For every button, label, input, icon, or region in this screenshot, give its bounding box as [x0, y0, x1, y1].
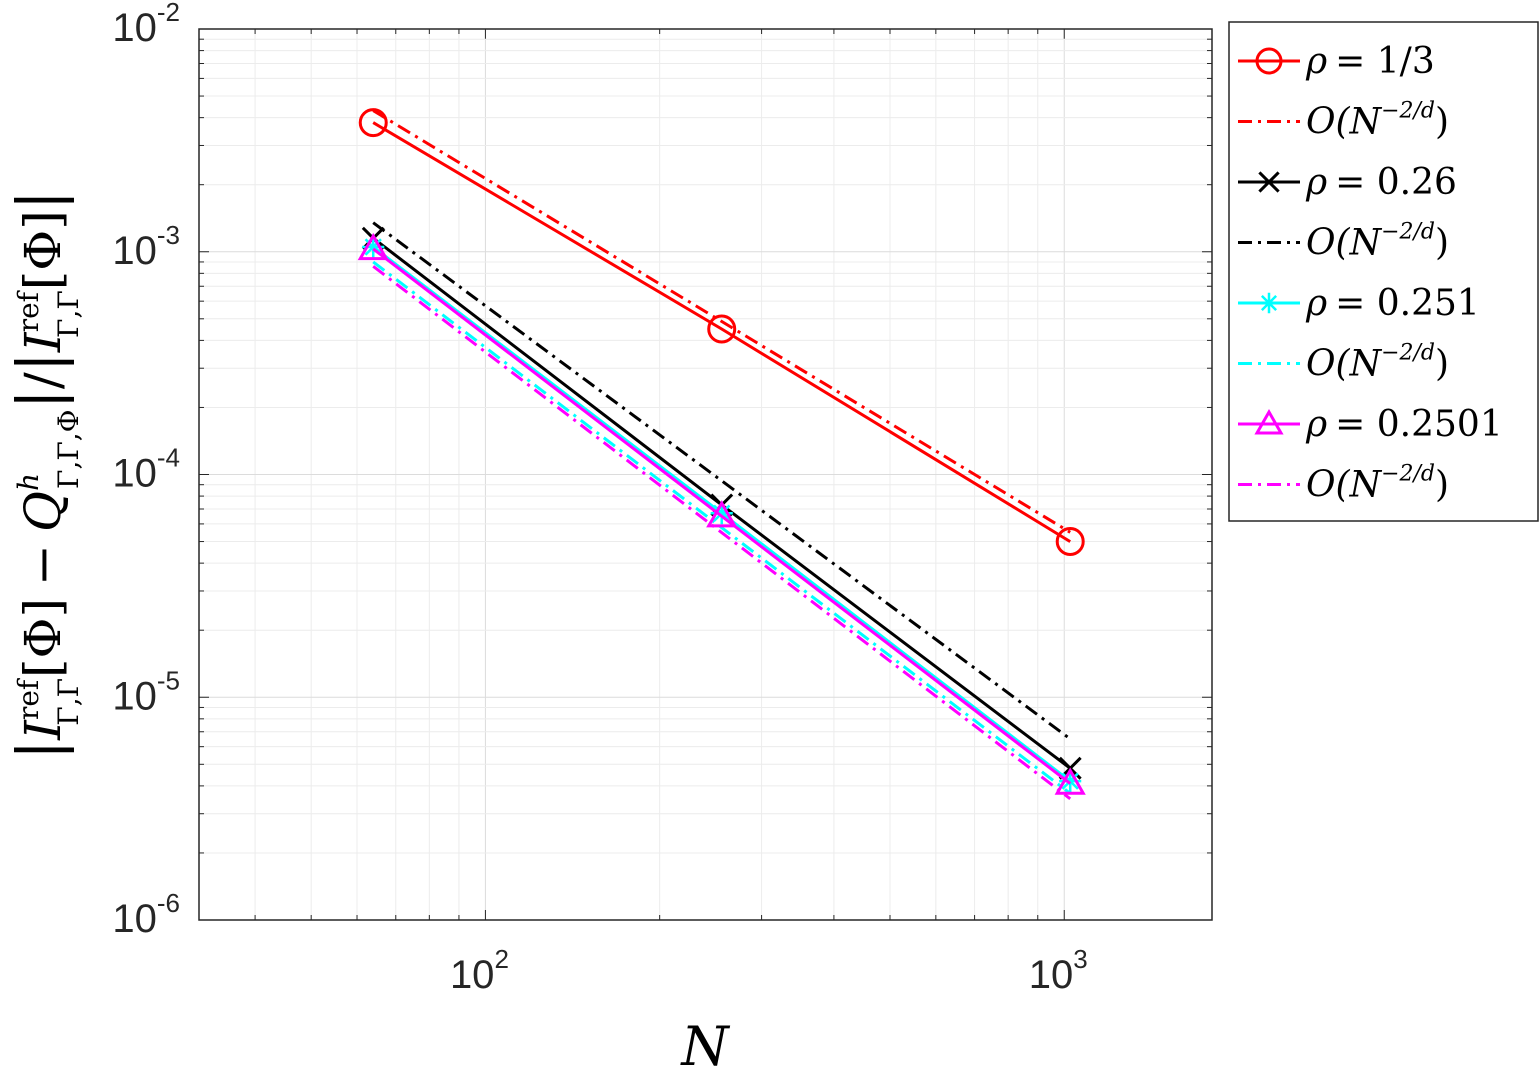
- legend-label: ρ = 1/3: [1305, 41, 1435, 82]
- legend-label: O(N−2/d): [1306, 462, 1449, 506]
- legend-label: ρ = 0.26: [1305, 162, 1457, 203]
- tick-labels: 102 103 10-2 10-3 10-4 10-5 10-6: [112, 0, 1087, 997]
- legend-label: ρ = 0.251: [1305, 283, 1480, 324]
- legend-label: O(N−2/d): [1306, 99, 1449, 143]
- plot-area-frame: [198, 28, 1213, 921]
- marker-circle: [1255, 47, 1283, 75]
- marker-triangle: [1054, 767, 1086, 795]
- marker-x: [1258, 171, 1280, 193]
- series-1: [372, 109, 1071, 534]
- marker-asterisk: [1059, 770, 1082, 793]
- series-line: [372, 221, 1072, 741]
- legend-entry: O(N−2/d): [1238, 99, 1449, 143]
- legend-label: O(N−2/d): [1306, 220, 1449, 264]
- marker-circle: [707, 314, 737, 344]
- series-6: [357, 232, 1086, 795]
- series-3: [372, 221, 1072, 741]
- legend: ρ = 1/3 O(N−2/d) ρ = 0.26 O(N−2/d) ρ = 0.251 O(N…: [1228, 21, 1539, 522]
- legend-box: [1228, 21, 1539, 522]
- legend-entry: ρ = 0.26: [1238, 162, 1457, 203]
- x-tick-label: 103: [1029, 944, 1088, 997]
- legend-entry: ρ = 1/3: [1238, 41, 1435, 82]
- marker-asterisk: [1258, 292, 1280, 314]
- series-line: [372, 121, 1071, 543]
- y-axis-label: |Iref Γ,Γ[Φ]−Qh Γ,Γ,Φ|/|Iref Γ,Γ[Φ]|: [5, 190, 85, 760]
- series-0: [358, 108, 1085, 557]
- legend-entry: O(N−2/d): [1238, 341, 1449, 385]
- legend-label: ρ = 0.2501: [1305, 404, 1503, 445]
- legend-entry: O(N−2/d): [1238, 462, 1449, 506]
- y-tick-label: 10-2: [112, 0, 180, 50]
- series-7: [372, 265, 1072, 800]
- marker-circle: [1055, 527, 1085, 557]
- series-line: [372, 109, 1071, 534]
- series-group: [357, 108, 1086, 800]
- x-axis-label: N: [679, 1015, 730, 1068]
- marker-circle: [358, 108, 388, 138]
- marker-triangle: [706, 500, 738, 528]
- legend-entry: ρ = 0.251: [1238, 283, 1480, 324]
- y-tick-label: 10-5: [112, 665, 180, 718]
- series-4: [362, 235, 1082, 793]
- series-line: [372, 265, 1072, 800]
- y-tick-label: 10-3: [112, 220, 180, 273]
- grid: [199, 28, 1212, 921]
- marker-asterisk: [362, 235, 385, 259]
- x-tick-label: 102: [450, 944, 509, 997]
- marker-asterisk: [710, 502, 733, 525]
- series-line: [372, 247, 1072, 785]
- series-line: [372, 260, 1072, 795]
- series-5: [372, 260, 1072, 795]
- marker-triangle: [357, 232, 389, 261]
- y-tick-label: 10-6: [112, 888, 180, 941]
- legend-entry: O(N−2/d): [1238, 220, 1449, 264]
- y-tick-label: 10-4: [112, 443, 180, 496]
- legend-entry: ρ = 0.2501: [1238, 404, 1503, 445]
- marker-triangle: [1254, 408, 1284, 435]
- legend-label: O(N−2/d): [1306, 341, 1449, 385]
